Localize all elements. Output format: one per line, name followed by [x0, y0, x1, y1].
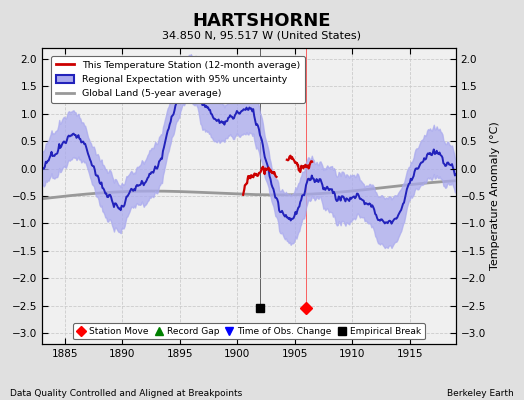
Legend: Station Move, Record Gap, Time of Obs. Change, Empirical Break: Station Move, Record Gap, Time of Obs. C…	[73, 323, 424, 340]
Text: 34.850 N, 95.517 W (United States): 34.850 N, 95.517 W (United States)	[162, 30, 362, 40]
Y-axis label: Temperature Anomaly (°C): Temperature Anomaly (°C)	[490, 122, 500, 270]
Text: Data Quality Controlled and Aligned at Breakpoints: Data Quality Controlled and Aligned at B…	[10, 389, 243, 398]
Text: Berkeley Earth: Berkeley Earth	[447, 389, 514, 398]
Text: HARTSHORNE: HARTSHORNE	[193, 12, 331, 30]
